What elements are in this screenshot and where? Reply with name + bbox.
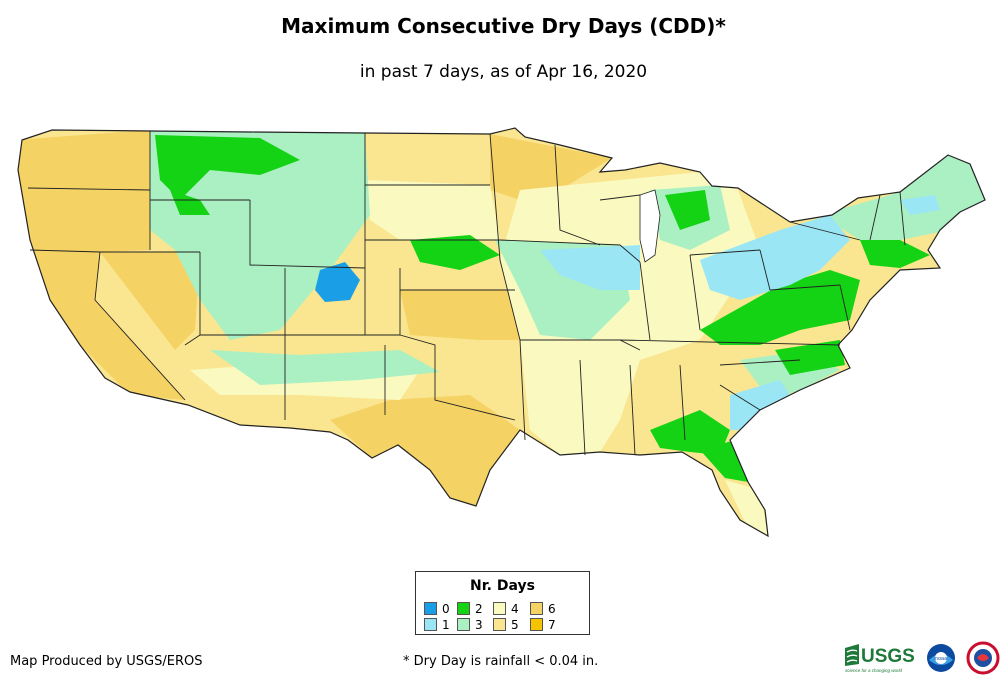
legend-item-7: 7 (530, 618, 556, 632)
noaa-wordmark: noaa (935, 656, 947, 662)
legend-item-3: 3 (457, 618, 483, 632)
zone-2-northeast (860, 240, 930, 268)
zone-6-texas (330, 395, 520, 506)
legend-item-2: 2 (457, 602, 483, 616)
state-boundaries (17, 127, 986, 538)
cdd-raster (18, 128, 985, 536)
legend-label: 1 (442, 618, 450, 632)
usgs-wordmark: USGS (861, 646, 915, 667)
nws-logo (966, 641, 1000, 675)
zone-2-montana (155, 135, 300, 200)
zone-6-northplains (490, 134, 612, 200)
zone-6-west (18, 130, 185, 400)
zone-1-ohio (700, 215, 850, 300)
credit-text: Map Produced by USGS/EROS (10, 654, 203, 669)
legend-swatch (493, 618, 506, 631)
zone-6-nevada (100, 252, 200, 350)
zone-0-colorado (315, 262, 360, 302)
legend-item-1: 1 (424, 618, 450, 632)
legend-label: 0 (442, 602, 450, 616)
lake-michigan (639, 189, 661, 263)
legend-label: 7 (548, 618, 556, 632)
agency-logos: USGS science for a changing world noaa (845, 641, 1000, 675)
legend-label: 4 (511, 602, 519, 616)
legend-title: Nr. Days (470, 578, 535, 594)
zone-6-southplains (400, 290, 525, 340)
legend-label: 5 (511, 618, 519, 632)
zone-2-georgia (650, 410, 730, 455)
usgs-tagline: science for a changing world (845, 668, 903, 673)
zone-1-carolinas (730, 380, 790, 430)
zone-1-great-lakes (540, 245, 640, 290)
legend-label: 6 (548, 602, 556, 616)
zone-3-southwest (210, 350, 440, 385)
legend-item-4: 4 (493, 602, 519, 616)
legend-label: 3 (475, 618, 483, 632)
legend: Nr. Days 0 1 2 3 4 5 6 7 (415, 571, 590, 635)
legend-item-6: 6 (530, 602, 556, 616)
usgs-logo: USGS science for a changing world (845, 644, 915, 673)
legend-swatch (530, 618, 543, 631)
legend-label: 2 (475, 602, 483, 616)
zone-3-northeast (820, 155, 985, 240)
zone-2-carolina (775, 340, 845, 375)
legend-swatch (493, 602, 506, 615)
map-subtitle: in past 7 days, as of Apr 16, 2020 (359, 62, 648, 82)
legend-swatch (424, 602, 437, 615)
legend-swatch (457, 602, 470, 615)
legend-swatch (457, 618, 470, 631)
zone-2-appalachia (700, 270, 860, 345)
zone-2-nebraska (410, 235, 500, 270)
dry-day-note: * Dry Day is rainfall < 0.04 in. (403, 654, 599, 669)
noaa-logo: noaa (927, 644, 955, 672)
zone-3-mountain (150, 131, 370, 340)
zone-2-idaho (170, 190, 210, 215)
legend-item-5: 5 (493, 618, 519, 632)
legend-swatch (424, 618, 437, 631)
zone-1-maine (900, 195, 940, 215)
map-title: Maximum Consecutive Dry Days (CDD)* (281, 14, 726, 38)
legend-swatch (530, 602, 543, 615)
legend-item-0: 0 (424, 602, 450, 616)
zone-2-michigan (665, 190, 710, 230)
zone-4-plains (365, 180, 500, 240)
